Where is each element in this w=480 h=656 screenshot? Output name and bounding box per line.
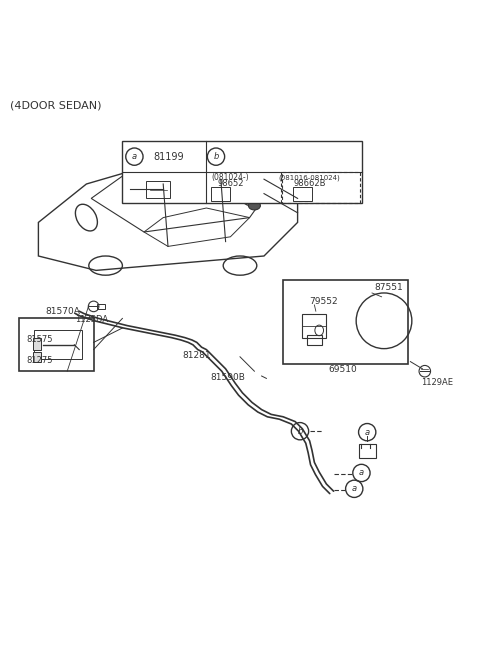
- Bar: [146, 181, 170, 198]
- Text: a: a: [132, 152, 137, 161]
- Text: 87551: 87551: [374, 283, 403, 292]
- Text: 81275: 81275: [26, 356, 53, 365]
- Bar: [33, 338, 41, 350]
- Text: a: a: [352, 484, 357, 493]
- Bar: [34, 331, 82, 359]
- Text: (4DOOR SEDAN): (4DOOR SEDAN): [10, 100, 101, 110]
- Text: 69510: 69510: [329, 365, 358, 375]
- Text: b: b: [213, 152, 219, 161]
- Text: b: b: [297, 426, 303, 436]
- Text: 81570A: 81570A: [45, 307, 80, 316]
- Text: a: a: [365, 428, 370, 437]
- Bar: [307, 335, 322, 345]
- Bar: [283, 280, 408, 364]
- Bar: [97, 304, 105, 309]
- Text: 81575: 81575: [26, 335, 53, 344]
- Text: 79552: 79552: [310, 297, 338, 306]
- Ellipse shape: [249, 201, 260, 210]
- Bar: [302, 314, 326, 338]
- Text: (081024-): (081024-): [212, 173, 249, 182]
- Text: 98652: 98652: [217, 180, 244, 188]
- Bar: [359, 443, 376, 458]
- Bar: [19, 318, 94, 371]
- Bar: [122, 141, 362, 203]
- Text: (081016-081024): (081016-081024): [279, 174, 340, 181]
- Text: 1129AE: 1129AE: [421, 379, 453, 388]
- Bar: [282, 173, 360, 203]
- Bar: [211, 188, 230, 201]
- Text: a: a: [359, 468, 364, 478]
- Bar: [293, 188, 312, 201]
- Bar: [33, 352, 41, 361]
- Text: 81281: 81281: [182, 352, 211, 360]
- Text: 1125DA: 1125DA: [74, 315, 108, 323]
- Text: 81199: 81199: [154, 152, 184, 161]
- Text: 98662B: 98662B: [293, 180, 326, 188]
- Text: 81590B: 81590B: [210, 373, 245, 382]
